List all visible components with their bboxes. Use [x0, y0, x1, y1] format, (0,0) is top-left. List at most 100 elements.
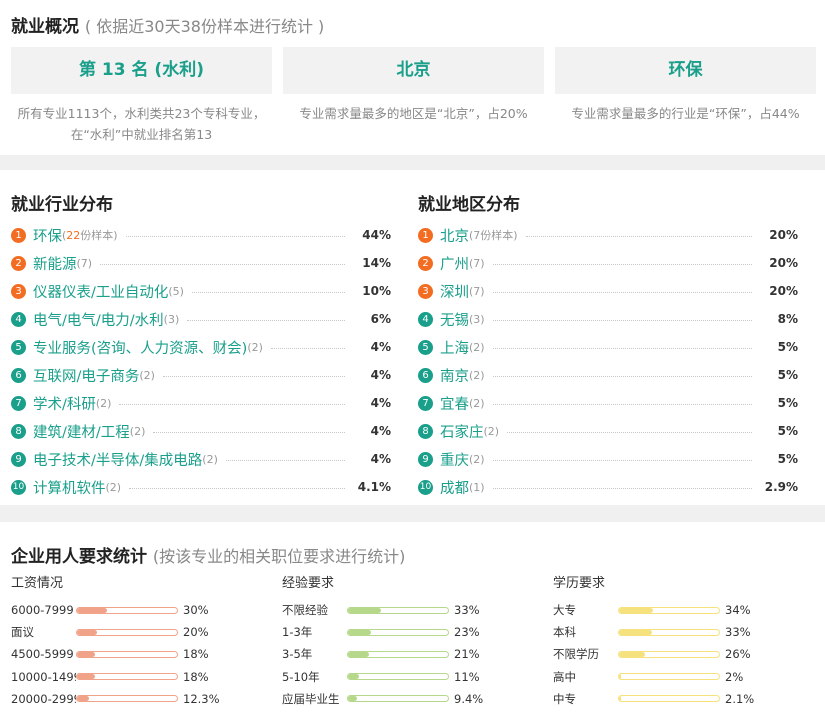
experience-row-label: 3-5年 — [282, 647, 313, 662]
industry-item-name[interactable]: 新能源 — [33, 256, 77, 273]
region-item[interactable]: 2 广州 (7) 20% — [418, 249, 798, 277]
industry-item-name[interactable]: 计算机软件 — [33, 480, 106, 497]
education-row-percent: 2.1% — [725, 691, 755, 706]
region-item-count: (2) — [483, 424, 500, 438]
industry-item-name[interactable]: 建筑/建材/工程 — [33, 424, 130, 441]
region-item[interactable]: 9 重庆 (2) 5% — [418, 445, 798, 473]
experience-title: 经验要求 — [282, 576, 335, 591]
region-leader-dots — [492, 263, 752, 265]
region-item-count: (2) — [469, 396, 485, 410]
region-leader-dots — [492, 319, 752, 321]
education-progress-fill — [619, 674, 621, 680]
region-leader-dots — [492, 487, 752, 489]
industry-item-name[interactable]: 仪器仪表/工业自动化 — [33, 284, 169, 301]
region-item[interactable]: 5 上海 (2) 5% — [418, 333, 798, 361]
industry-item[interactable]: 7 学术/科研 (2) 4% — [11, 389, 391, 417]
region-item-name[interactable]: 南京 — [440, 368, 469, 385]
industry-item-name[interactable]: 环保 — [33, 228, 62, 245]
region-item-name[interactable]: 广州 — [440, 256, 469, 273]
industry-item-percent: 4.1% — [357, 480, 391, 494]
industry-item-count: (5) — [168, 284, 184, 298]
industry-item[interactable]: 8 建筑/建材/工程 (2) 4% — [11, 417, 391, 445]
industry-item[interactable]: 5 专业服务(咨询、人力资源、财会) (2) 4% — [11, 333, 391, 361]
salary-row: 面议 20% — [11, 621, 251, 643]
industry-leader-dots — [270, 347, 345, 349]
salary-row-label: 6000-7999 — [11, 603, 74, 618]
education-progress-bar — [618, 650, 720, 658]
region-item[interactable]: 1 北京 (7份样本) 20% — [418, 221, 798, 249]
industry-item-percent: 10% — [362, 284, 391, 298]
top-region-desc: 专业需求量最多的地区是“北京”，占20% — [299, 106, 528, 121]
industry-item-name[interactable]: 专业服务(咨询、人力资源、财会) — [33, 340, 248, 357]
region-item-name[interactable]: 上海 — [440, 340, 469, 357]
region-item-count: (3) — [469, 312, 485, 326]
region-item-name[interactable]: 石家庄 — [440, 424, 484, 441]
region-leader-dots — [507, 431, 752, 433]
experience-row-percent: 11% — [454, 669, 480, 684]
industry-item[interactable]: 3 仪器仪表/工业自动化 (5) 10% — [11, 277, 391, 305]
salary-row-percent: 30% — [183, 603, 209, 618]
rank-desc: 所有专业1113个，水利类共23个专科专业，在“水利”中就业排名第13 — [17, 106, 266, 142]
industry-rank-badge: 2 — [11, 255, 26, 271]
industry-item[interactable]: 10 计算机软件 (2) 4.1% — [11, 473, 391, 501]
distribution-panel: 就业行业分布 就业地区分布 1 环保 (22份样本) 44% 2 新能源 (7) 14% 3 仪器… — [0, 170, 825, 505]
industry-item-percent: 4% — [370, 368, 391, 382]
region-item-count: (7) — [469, 284, 485, 298]
industry-item-name[interactable]: 互联网/电子商务 — [33, 368, 140, 385]
salary-progress-fill — [77, 651, 95, 657]
region-item-percent: 2.9% — [764, 480, 798, 494]
requirements-panel: 企业用人要求统计 (按该专业的相关职位要求进行统计) 工资情况 6000-799… — [0, 522, 825, 720]
region-item-name[interactable]: 无锡 — [440, 312, 469, 329]
industry-rank-badge: 7 — [11, 395, 26, 411]
region-leader-dots — [492, 375, 752, 377]
overview-panel: 就业概况 ( 依据近30天38份样本进行统计 ) 第 13 名 (水利) 北京 … — [0, 0, 825, 155]
region-item[interactable]: 7 宜春 (2) 5% — [418, 389, 798, 417]
region-rank-badge: 5 — [418, 339, 433, 355]
top-region-box: 北京 — [283, 47, 544, 94]
industry-item-percent: 4% — [370, 452, 391, 466]
industry-item[interactable]: 6 互联网/电子商务 (2) 4% — [11, 361, 391, 389]
industry-item-percent: 44% — [362, 228, 391, 242]
region-item-name[interactable]: 重庆 — [440, 452, 469, 469]
region-item-name[interactable]: 深圳 — [440, 284, 469, 301]
salary-progress-fill — [77, 629, 97, 635]
industry-item-count: (2) — [95, 396, 112, 410]
experience-row-percent: 23% — [454, 625, 480, 640]
region-item[interactable]: 6 南京 (2) 5% — [418, 361, 798, 389]
industry-item-name[interactable]: 电气/电气/电力/水利 — [33, 312, 164, 329]
experience-progress-fill — [348, 607, 381, 613]
industry-item[interactable]: 9 电子技术/半导体/集成电路 (2) 4% — [11, 445, 391, 473]
industry-item[interactable]: 1 环保 (22份样本) 44% — [11, 221, 391, 249]
industry-item-name[interactable]: 学术/科研 — [33, 396, 96, 413]
industry-item[interactable]: 4 电气/电气/电力/水利 (3) 6% — [11, 305, 391, 333]
region-item[interactable]: 4 无锡 (3) 8% — [418, 305, 798, 333]
region-item-count: (2) — [469, 452, 485, 466]
region-item-name[interactable]: 北京 — [440, 228, 469, 245]
industry-item[interactable]: 2 新能源 (7) 14% — [11, 249, 391, 277]
education-row-label: 大专 — [553, 603, 576, 618]
region-item[interactable]: 8 石家庄 (2) 5% — [418, 417, 798, 445]
experience-progress-bar — [347, 695, 449, 703]
education-progress-fill — [619, 629, 652, 635]
industry-item-name[interactable]: 电子技术/半导体/集成电路 — [33, 452, 203, 469]
industry-item-percent: 14% — [362, 256, 391, 270]
region-item-percent: 5% — [777, 452, 798, 466]
region-item[interactable]: 3 深圳 (7) 20% — [418, 277, 798, 305]
region-item-name[interactable]: 成都 — [440, 480, 469, 497]
industry-item-count: (22份样本) — [62, 229, 118, 242]
region-item-percent: 5% — [777, 368, 798, 382]
industry-leader-dots — [100, 263, 345, 265]
region-item-percent: 5% — [777, 396, 798, 410]
industry-rank-badge: 3 — [11, 283, 26, 299]
education-row-label: 高中 — [553, 669, 576, 684]
education-row: 高中 2% — [553, 666, 793, 688]
region-item[interactable]: 10 成都 (1) 2.9% — [418, 473, 798, 501]
industry-rank-badge: 10 — [11, 479, 26, 495]
experience-row-label: 5-10年 — [282, 669, 320, 684]
salary-progress-fill — [77, 607, 107, 613]
industry-rank-badge: 4 — [11, 311, 26, 327]
region-rank-badge: 10 — [418, 479, 433, 495]
education-row: 大专 34% — [553, 599, 793, 621]
region-item-name[interactable]: 宜春 — [440, 396, 469, 413]
salary-column: 工资情况 6000-7999 30% 面议 20% 4500-5999 18% 10000-… — [11, 575, 251, 710]
